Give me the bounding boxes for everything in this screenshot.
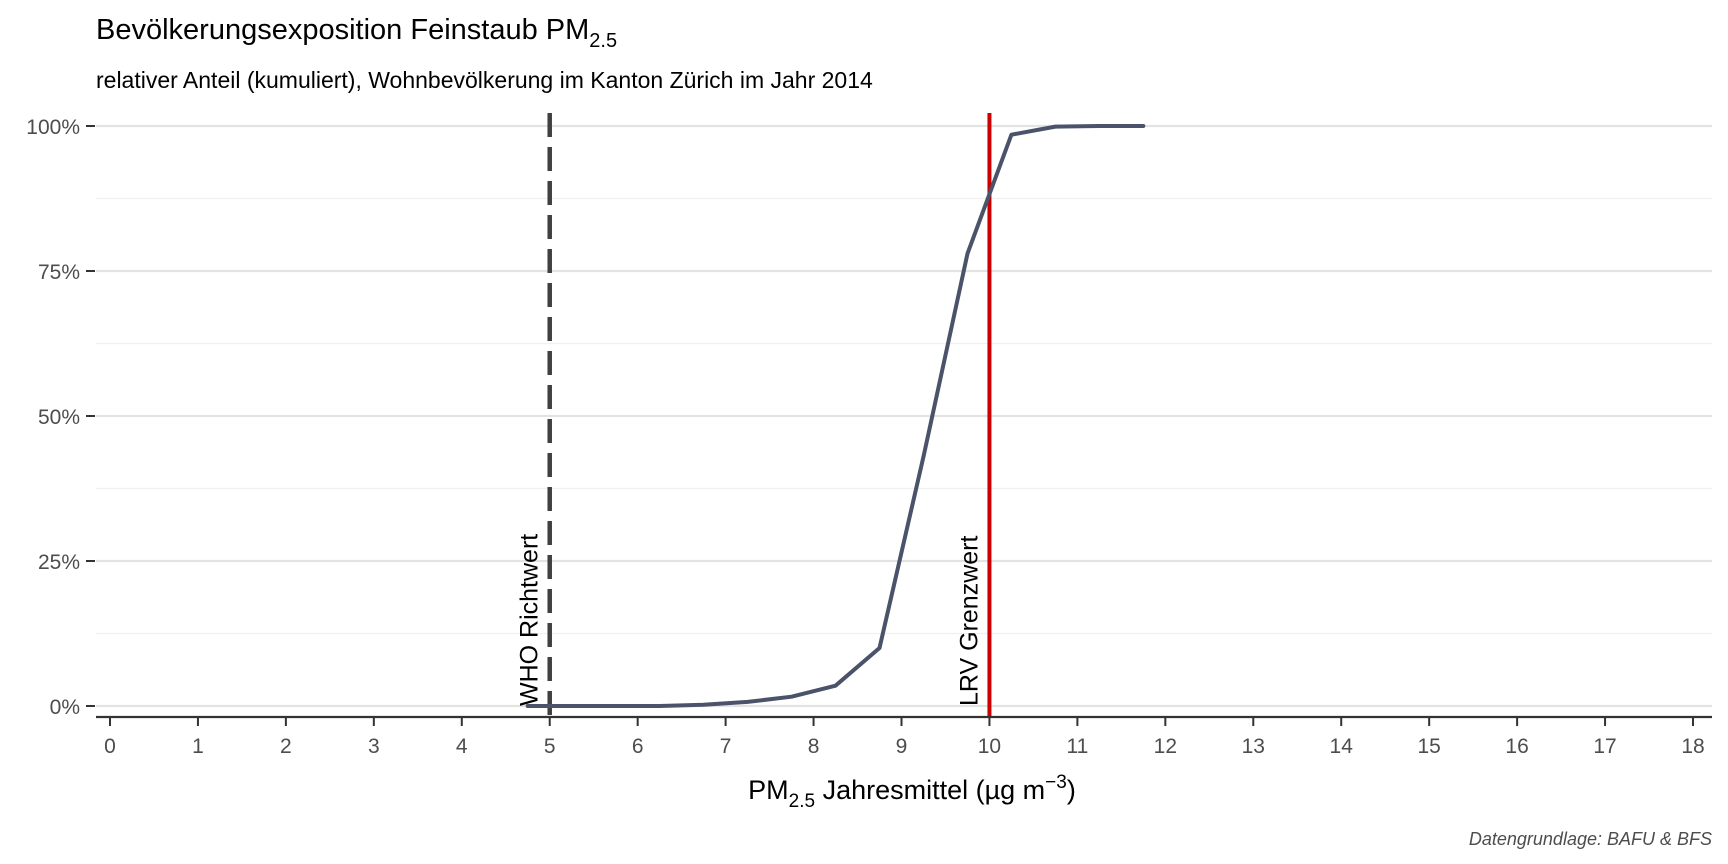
x-tick-label: 5 <box>544 735 556 758</box>
y-tick-label: 0% <box>50 696 80 719</box>
x-axis-label-sub: 2.5 <box>789 791 815 812</box>
x-tick-label: 17 <box>1593 735 1616 758</box>
chart-title: Bevölkerungsexposition Feinstaub PM2.5 <box>96 14 617 52</box>
x-tick-label: 7 <box>720 735 732 758</box>
who-guideline-label: WHO Richtwert <box>516 534 544 706</box>
x-tick-label: 4 <box>456 735 468 758</box>
x-tick-label: 11 <box>1066 735 1088 758</box>
series-line-exposure <box>525 124 1146 708</box>
x-tick-label: 13 <box>1242 735 1265 758</box>
y-tick-label: 75% <box>38 261 80 284</box>
chart-subtitle: relativer Anteil (kumuliert), Wohnbevölk… <box>96 67 873 93</box>
x-tick-label: 14 <box>1330 735 1354 758</box>
x-tick-label: 10 <box>978 735 1001 758</box>
x-tick-label: 16 <box>1505 735 1528 758</box>
y-tick-label: 25% <box>38 551 80 574</box>
x-tick-label: 3 <box>368 735 380 758</box>
reference-lines: WHO Richtwert LRV Grenzwert <box>516 113 992 717</box>
x-tick-label: 2 <box>280 735 292 758</box>
y-tick-label: 50% <box>38 406 80 429</box>
x-tick-label: 18 <box>1681 735 1704 758</box>
gridlines <box>96 124 1712 708</box>
x-tick-label: 15 <box>1417 735 1440 758</box>
x-tick-label: 12 <box>1154 735 1177 758</box>
x-axis: 0 1 2 3 4 5 6 7 8 9 10 11 12 13 14 15 16 17 18 <box>96 715 1712 758</box>
x-tick-label: 8 <box>808 735 820 758</box>
x-axis-label-mid: Jahresmittel (µg m <box>815 775 1045 805</box>
x-axis-label: PM2.5 Jahresmittel (µg m−3) <box>748 772 1076 812</box>
x-tick-label: 1 <box>192 735 204 758</box>
x-tick-label: 9 <box>896 735 908 758</box>
chart-title-main: Bevölkerungsexposition Feinstaub PM <box>96 14 589 46</box>
x-axis-label-pre: PM <box>748 775 789 805</box>
x-tick-label: 0 <box>104 735 116 758</box>
y-tick-label: 100% <box>26 116 80 139</box>
lrv-limit-label: LRV Grenzwert <box>955 536 983 706</box>
caption: Datengrundlage: BAFU & BFS <box>1469 829 1712 849</box>
x-axis-label-sup: −3 <box>1045 772 1067 793</box>
x-axis-label-post: ) <box>1067 775 1076 805</box>
x-tick-label: 6 <box>632 735 644 758</box>
chart-title-subscript: 2.5 <box>589 30 617 52</box>
series-layer <box>525 124 1146 708</box>
y-axis: 0% 25% 50% 75% 100% <box>26 116 95 719</box>
